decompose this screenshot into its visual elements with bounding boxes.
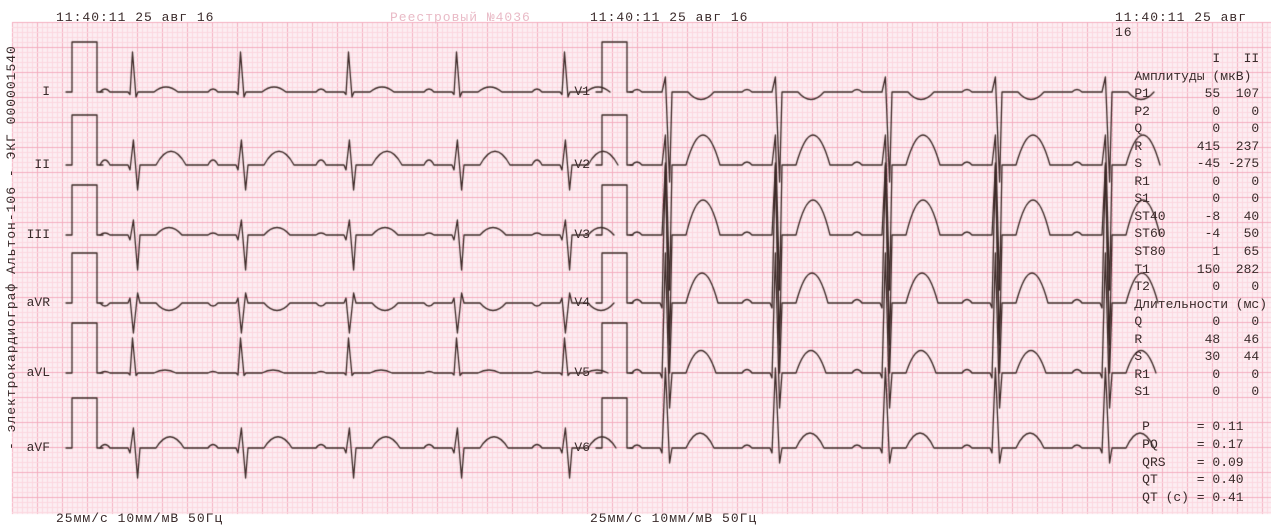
timestamp-1: 11:40:11 25 авг 16 <box>590 10 748 25</box>
timestamp-2: 11:40:11 25 авг 16 <box>1115 10 1271 40</box>
ecg-strip-canvas <box>0 0 1271 529</box>
calibration-1: 25мм/с 10мм/мВ 50Гц <box>590 511 757 523</box>
device-side-label: - электрокардиограф Альтон-106 - ЭКГ 000… <box>4 45 19 450</box>
lead-label-V2: V2 <box>560 157 590 172</box>
lead-label-aVL: aVL <box>20 365 50 380</box>
measurement-table: I II Амплитуды (мкВ) P1 55 107 P2 0 0 Q … <box>1134 50 1267 506</box>
lead-label-I: I <box>20 84 50 99</box>
lead-label-V5: V5 <box>560 365 590 380</box>
lead-label-II: II <box>20 157 50 172</box>
timestamp-0: 11:40:11 25 авг 16 <box>56 10 214 25</box>
lead-label-V1: V1 <box>560 84 590 99</box>
lead-label-V6: V6 <box>560 440 590 455</box>
lead-label-V4: V4 <box>560 295 590 310</box>
lead-label-V3: V3 <box>560 227 590 242</box>
lead-label-aVR: aVR <box>20 295 50 310</box>
lead-label-aVF: aVF <box>20 440 50 455</box>
calibration-0: 25мм/с 10мм/мВ 50Гц <box>56 511 223 523</box>
lead-label-III: III <box>20 227 50 242</box>
registry-number: Реестровый №4036 <box>390 10 531 25</box>
